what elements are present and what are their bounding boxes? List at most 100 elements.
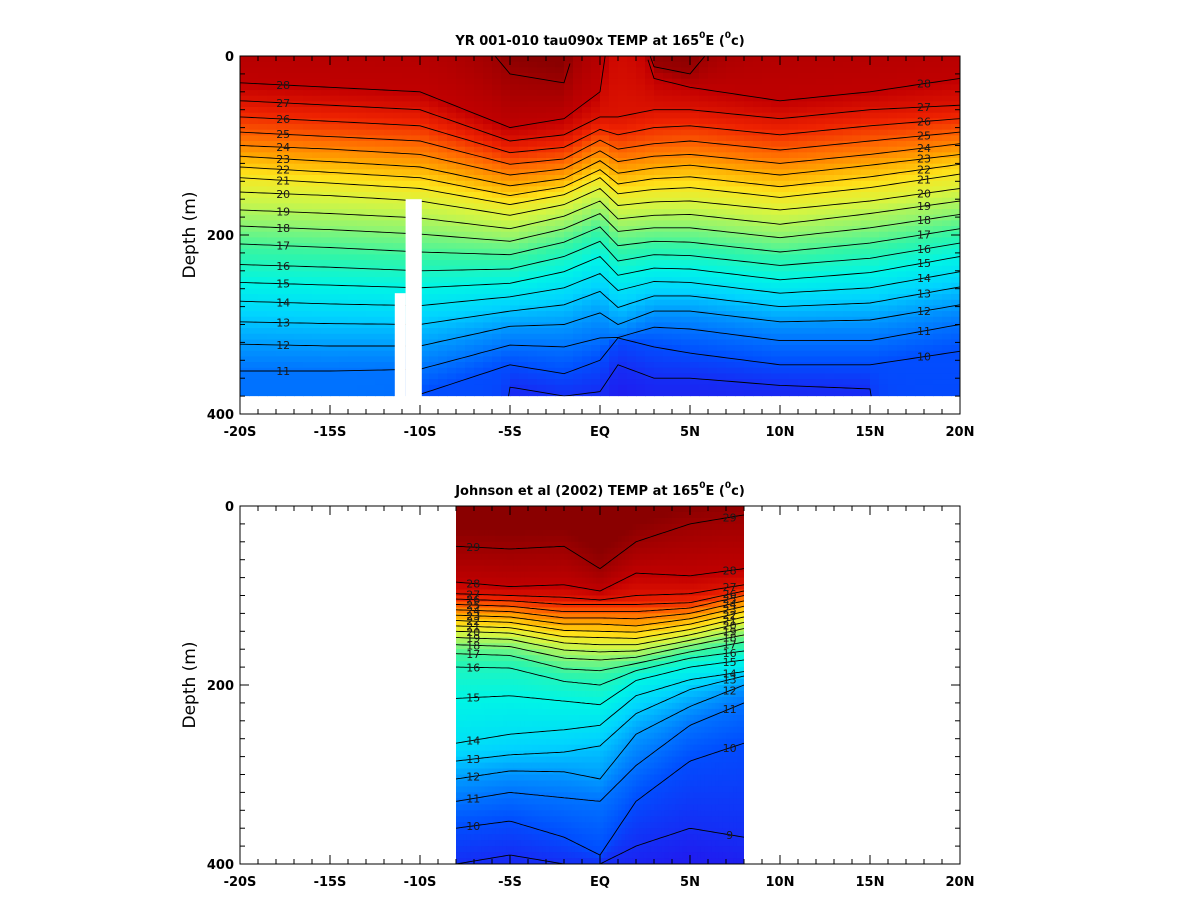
heatmap-cell: [330, 322, 340, 329]
heatmap-cell: [609, 226, 619, 233]
heatmap-cell: [537, 209, 547, 216]
heatmap-cell: [852, 333, 862, 341]
heatmap-cell: [870, 294, 880, 301]
heatmap-cell: [681, 180, 691, 187]
heatmap-cell: [834, 339, 844, 346]
heatmap-cell: [375, 254, 385, 261]
heatmap-cell: [663, 112, 673, 119]
heatmap-cell: [276, 203, 286, 210]
heatmap-cell: [510, 152, 520, 159]
heatmap-cell: [663, 322, 673, 329]
heatmap-cell: [564, 84, 574, 91]
heatmap-cell: [438, 339, 448, 346]
heatmap-cell: [726, 265, 736, 272]
heatmap-cell: [726, 141, 736, 148]
heatmap-cell: [933, 328, 943, 335]
heatmap-cell: [438, 163, 448, 170]
heatmap-cell: [357, 362, 367, 369]
heatmap-cell: [420, 294, 430, 301]
heatmap-cell: [888, 197, 898, 204]
heatmap-cell: [546, 197, 556, 204]
heatmap-cell: [870, 373, 880, 380]
heatmap-cell: [438, 180, 448, 187]
heatmap-cell: [654, 152, 664, 159]
heatmap-cell: [564, 271, 574, 278]
heatmap-cell: [798, 311, 808, 318]
heatmap-cell: [456, 61, 466, 68]
heatmap-cell: [510, 56, 520, 63]
heatmap-cell: [294, 175, 304, 182]
heatmap-cell: [537, 226, 547, 233]
heatmap-cell: [798, 282, 808, 289]
heatmap-cell: [618, 260, 628, 267]
heatmap-cell: [321, 271, 331, 278]
heatmap-cell: [870, 305, 880, 312]
heatmap-cell: [321, 345, 331, 352]
heatmap-cell: [924, 84, 934, 91]
heatmap-cell: [681, 277, 691, 284]
heatmap-cell: [330, 129, 340, 136]
heatmap-cell: [654, 316, 664, 324]
heatmap-cell: [807, 197, 817, 204]
heatmap-cell: [357, 248, 367, 255]
heatmap-cell: [924, 339, 934, 346]
heatmap-cell: [699, 390, 709, 397]
heatmap-cell: [582, 254, 592, 261]
y-axis-label: Depth (m): [180, 191, 200, 278]
heatmap-cell: [771, 192, 781, 199]
heatmap-cell: [879, 226, 889, 233]
heatmap-cell: [393, 226, 403, 233]
heatmap-cell: [582, 350, 592, 358]
heatmap-cell: [564, 146, 574, 153]
heatmap-cell: [771, 288, 781, 295]
heatmap-cell: [285, 231, 295, 238]
heatmap-cell: [843, 226, 853, 233]
heatmap-cell: [627, 163, 637, 170]
heatmap-cell: [627, 294, 637, 301]
heatmap-cell: [897, 248, 907, 255]
heatmap-cell: [258, 271, 268, 278]
heatmap-cell: [555, 146, 565, 153]
heatmap-cell: [762, 243, 772, 250]
heatmap-cell: [375, 95, 385, 102]
heatmap-cell: [654, 101, 664, 108]
heatmap-cell: [420, 237, 430, 244]
heatmap-cell: [915, 67, 925, 74]
heatmap-cell: [546, 129, 556, 136]
heatmap-cell: [582, 141, 592, 148]
heatmap-cell: [285, 226, 295, 233]
heatmap-cell: [366, 299, 376, 307]
heatmap-cell: [753, 243, 763, 250]
heatmap-cell: [330, 254, 340, 261]
heatmap-cell: [951, 373, 960, 380]
heatmap-cell: [870, 186, 880, 193]
heatmap-cell: [924, 299, 934, 307]
heatmap-cell: [699, 67, 709, 74]
heatmap-cell: [483, 322, 493, 329]
heatmap-cell: [717, 333, 727, 341]
heatmap-cell: [600, 328, 610, 335]
heatmap-cell: [663, 350, 673, 358]
heatmap-cell: [546, 61, 556, 68]
heatmap-cell: [897, 237, 907, 244]
heatmap-cell: [627, 379, 637, 386]
heatmap-cell: [681, 322, 691, 329]
heatmap-cell: [267, 243, 277, 250]
heatmap-cell: [690, 220, 700, 227]
heatmap-cell: [582, 384, 592, 392]
heatmap-cell: [582, 316, 592, 324]
heatmap-cell: [861, 260, 871, 267]
heatmap-cell: [609, 265, 619, 272]
heatmap-cell: [519, 90, 529, 97]
contour-label: 20: [276, 188, 290, 201]
heatmap-cell: [717, 243, 727, 250]
heatmap-cell: [285, 237, 295, 244]
heatmap-cell: [906, 384, 916, 392]
heatmap-cell: [609, 209, 619, 216]
heatmap-cell: [267, 61, 277, 68]
heatmap-cell: [789, 107, 799, 114]
heatmap-cell: [951, 175, 960, 182]
heatmap-cell: [456, 260, 466, 267]
heatmap-cell: [303, 197, 313, 204]
